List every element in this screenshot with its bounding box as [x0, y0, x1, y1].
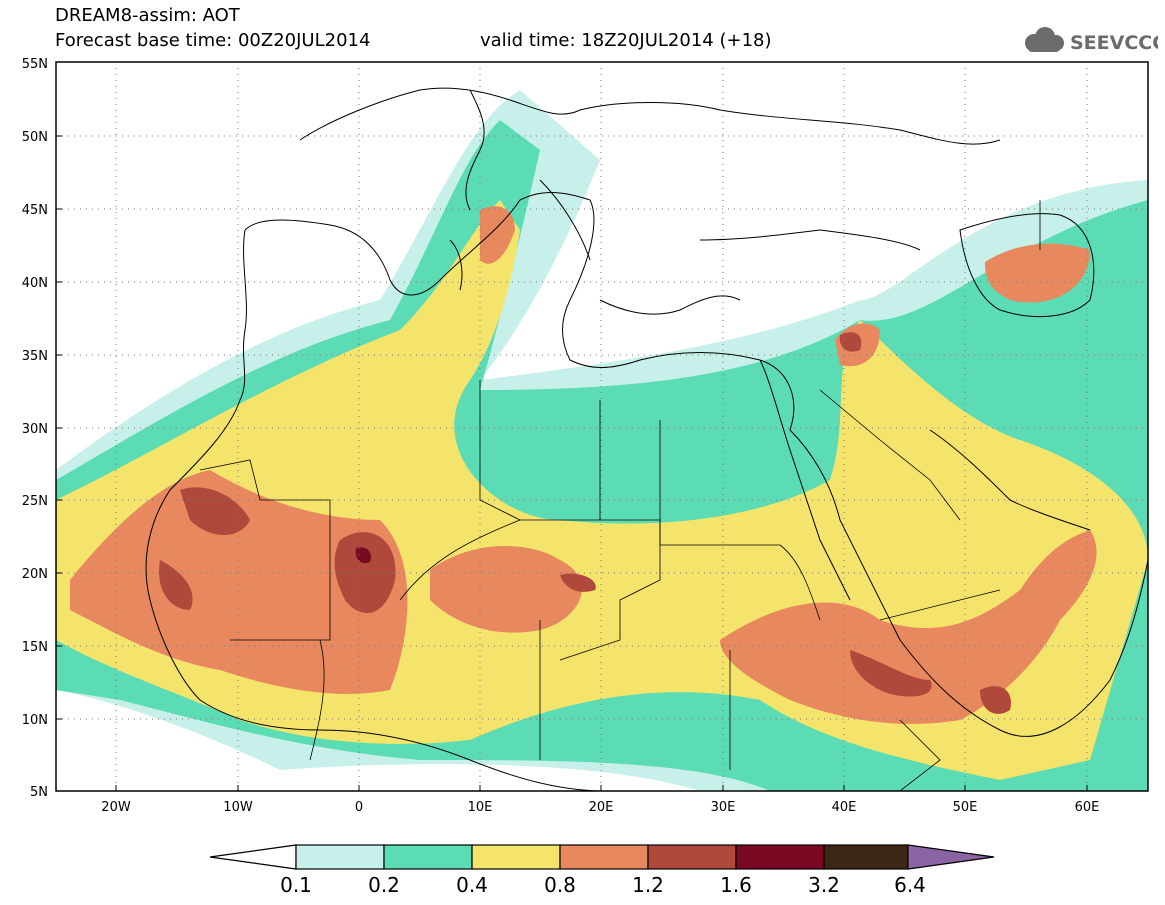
coastlines: [145, 87, 1148, 791]
colorbar-swatch: [471, 844, 561, 870]
lat-label: 40N: [22, 276, 48, 291]
logo-text: SEEVCCC: [1070, 32, 1158, 54]
colorbar: [209, 844, 995, 870]
valid-time-label: valid time: 18Z20JUL2014 (+18): [480, 30, 772, 51]
colorbar-label: 0.4: [456, 873, 488, 897]
seevccc-logo: SEEVCCC: [1025, 27, 1158, 54]
map-frame: [55, 61, 1149, 792]
lat-label: 50N: [22, 130, 48, 145]
lon-label: 10W: [223, 800, 253, 815]
lon-label: 20E: [589, 800, 614, 815]
colorbar-label: 1.6: [720, 873, 752, 897]
lat-label: 5N: [30, 785, 48, 800]
lat-label: 45N: [22, 203, 48, 218]
lon-label: 40E: [832, 800, 857, 815]
lat-label: 30N: [22, 422, 48, 437]
lon-label: 30E: [711, 800, 736, 815]
longitude-labels: 20W 10W 0 10E 20E 30E 40E 50E 60E: [101, 800, 1099, 815]
colorbar-label: 3.2: [808, 873, 840, 897]
lat-label: 10N: [22, 713, 48, 728]
lon-label: 0: [355, 800, 363, 815]
colorbar-swatch: [383, 844, 473, 870]
lon-label: 50E: [953, 800, 978, 815]
lat-label: 55N: [22, 57, 48, 72]
colorbar-label: 6.4: [894, 873, 926, 897]
colorbar-swatch: [295, 844, 385, 870]
colorbar-labels: 0.1 0.2 0.4 0.8 1.2 1.6 3.2 6.4: [280, 873, 926, 897]
lon-label: 60E: [1075, 800, 1100, 815]
colorbar-swatch: [647, 844, 737, 870]
lat-label: 15N: [22, 640, 48, 655]
base-time-label: Forecast base time: 00Z20JUL2014: [55, 30, 371, 51]
lat-label: 20N: [22, 567, 48, 582]
lat-label: 25N: [22, 494, 48, 509]
colorbar-label: 0.1: [280, 873, 312, 897]
map-title: DREAM8-assim: AOT: [55, 5, 240, 26]
colorbar-swatch: [559, 844, 649, 870]
lon-label: 20W: [101, 800, 131, 815]
cloud-icon: [1025, 27, 1064, 52]
lat-label: 35N: [22, 349, 48, 364]
colorbar-swatch: [823, 844, 909, 870]
colorbar-swatch: [735, 844, 825, 870]
colorbar-label: 0.8: [544, 873, 576, 897]
aot-band-1.6: [355, 547, 372, 564]
colorbar-label: 0.2: [368, 873, 400, 897]
colorbar-label: 1.2: [632, 873, 664, 897]
borders: [199, 200, 1041, 791]
aot-field: [56, 62, 1148, 791]
lon-label: 10E: [468, 800, 493, 815]
colorbar-left-arrow: [209, 844, 297, 870]
colorbar-right-arrow: [907, 844, 995, 870]
latitude-labels: 55N 50N 45N 40N 35N 30N 25N 20N 15N 10N …: [22, 57, 48, 800]
axis-ticks: [56, 135, 1088, 791]
